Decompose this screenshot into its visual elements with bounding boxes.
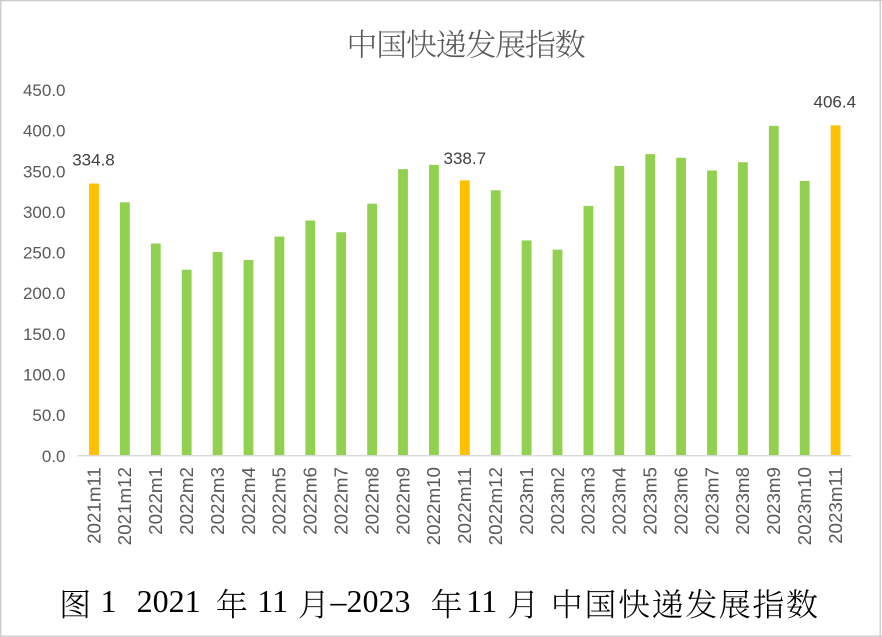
svg-text:50.0: 50.0	[32, 406, 65, 425]
svg-text:1: 1	[101, 583, 117, 619]
svg-text:334.8: 334.8	[72, 151, 115, 170]
svg-text:2022m1: 2022m1	[145, 467, 166, 535]
svg-text:0.0: 0.0	[42, 447, 66, 466]
svg-text:2023m11: 2023m11	[825, 467, 846, 544]
svg-text:2023m9: 2023m9	[763, 467, 784, 535]
svg-text:2023m1: 2023m1	[516, 467, 537, 535]
svg-text:2022m5: 2022m5	[269, 467, 290, 535]
svg-text:100.0: 100.0	[23, 366, 66, 385]
svg-text:11: 11	[257, 583, 288, 619]
svg-text:–2023: –2023	[330, 583, 411, 619]
svg-text:2022m8: 2022m8	[361, 467, 382, 535]
svg-text:200.0: 200.0	[23, 284, 66, 303]
svg-text:2022m3: 2022m3	[207, 467, 228, 535]
svg-text:2023m6: 2023m6	[670, 467, 691, 535]
svg-text:300.0: 300.0	[23, 203, 66, 222]
svg-text:2023m2: 2023m2	[547, 467, 568, 535]
svg-text:2021: 2021	[137, 583, 201, 619]
svg-text:2021m12: 2021m12	[114, 467, 135, 545]
svg-text:406.4: 406.4	[814, 93, 857, 112]
svg-text:2023m7: 2023m7	[701, 467, 722, 535]
svg-text:250.0: 250.0	[23, 244, 66, 263]
svg-text:11: 11	[466, 583, 497, 619]
svg-text:2023m4: 2023m4	[609, 467, 630, 535]
svg-text:2022m7: 2022m7	[331, 467, 352, 535]
svg-text:2022m4: 2022m4	[238, 467, 259, 535]
svg-text:350.0: 350.0	[23, 162, 66, 181]
svg-text:150.0: 150.0	[23, 325, 66, 344]
svg-text:450.0: 450.0	[23, 81, 66, 100]
svg-text:2022m12: 2022m12	[485, 467, 506, 545]
svg-text:2022m2: 2022m2	[176, 467, 197, 535]
svg-text:2022m10: 2022m10	[423, 467, 444, 545]
svg-text:2022m6: 2022m6	[300, 467, 321, 535]
svg-text:2023m10: 2023m10	[794, 467, 815, 545]
svg-text:400.0: 400.0	[23, 122, 66, 141]
svg-text:2022m9: 2022m9	[392, 467, 413, 535]
svg-text:338.7: 338.7	[444, 149, 487, 168]
svg-text:2023m5: 2023m5	[640, 467, 661, 535]
svg-text:2021m11: 2021m11	[83, 467, 104, 544]
svg-text:2022m11: 2022m11	[454, 467, 475, 544]
svg-text:2023m8: 2023m8	[732, 467, 753, 535]
svg-text:2023m3: 2023m3	[578, 467, 599, 535]
